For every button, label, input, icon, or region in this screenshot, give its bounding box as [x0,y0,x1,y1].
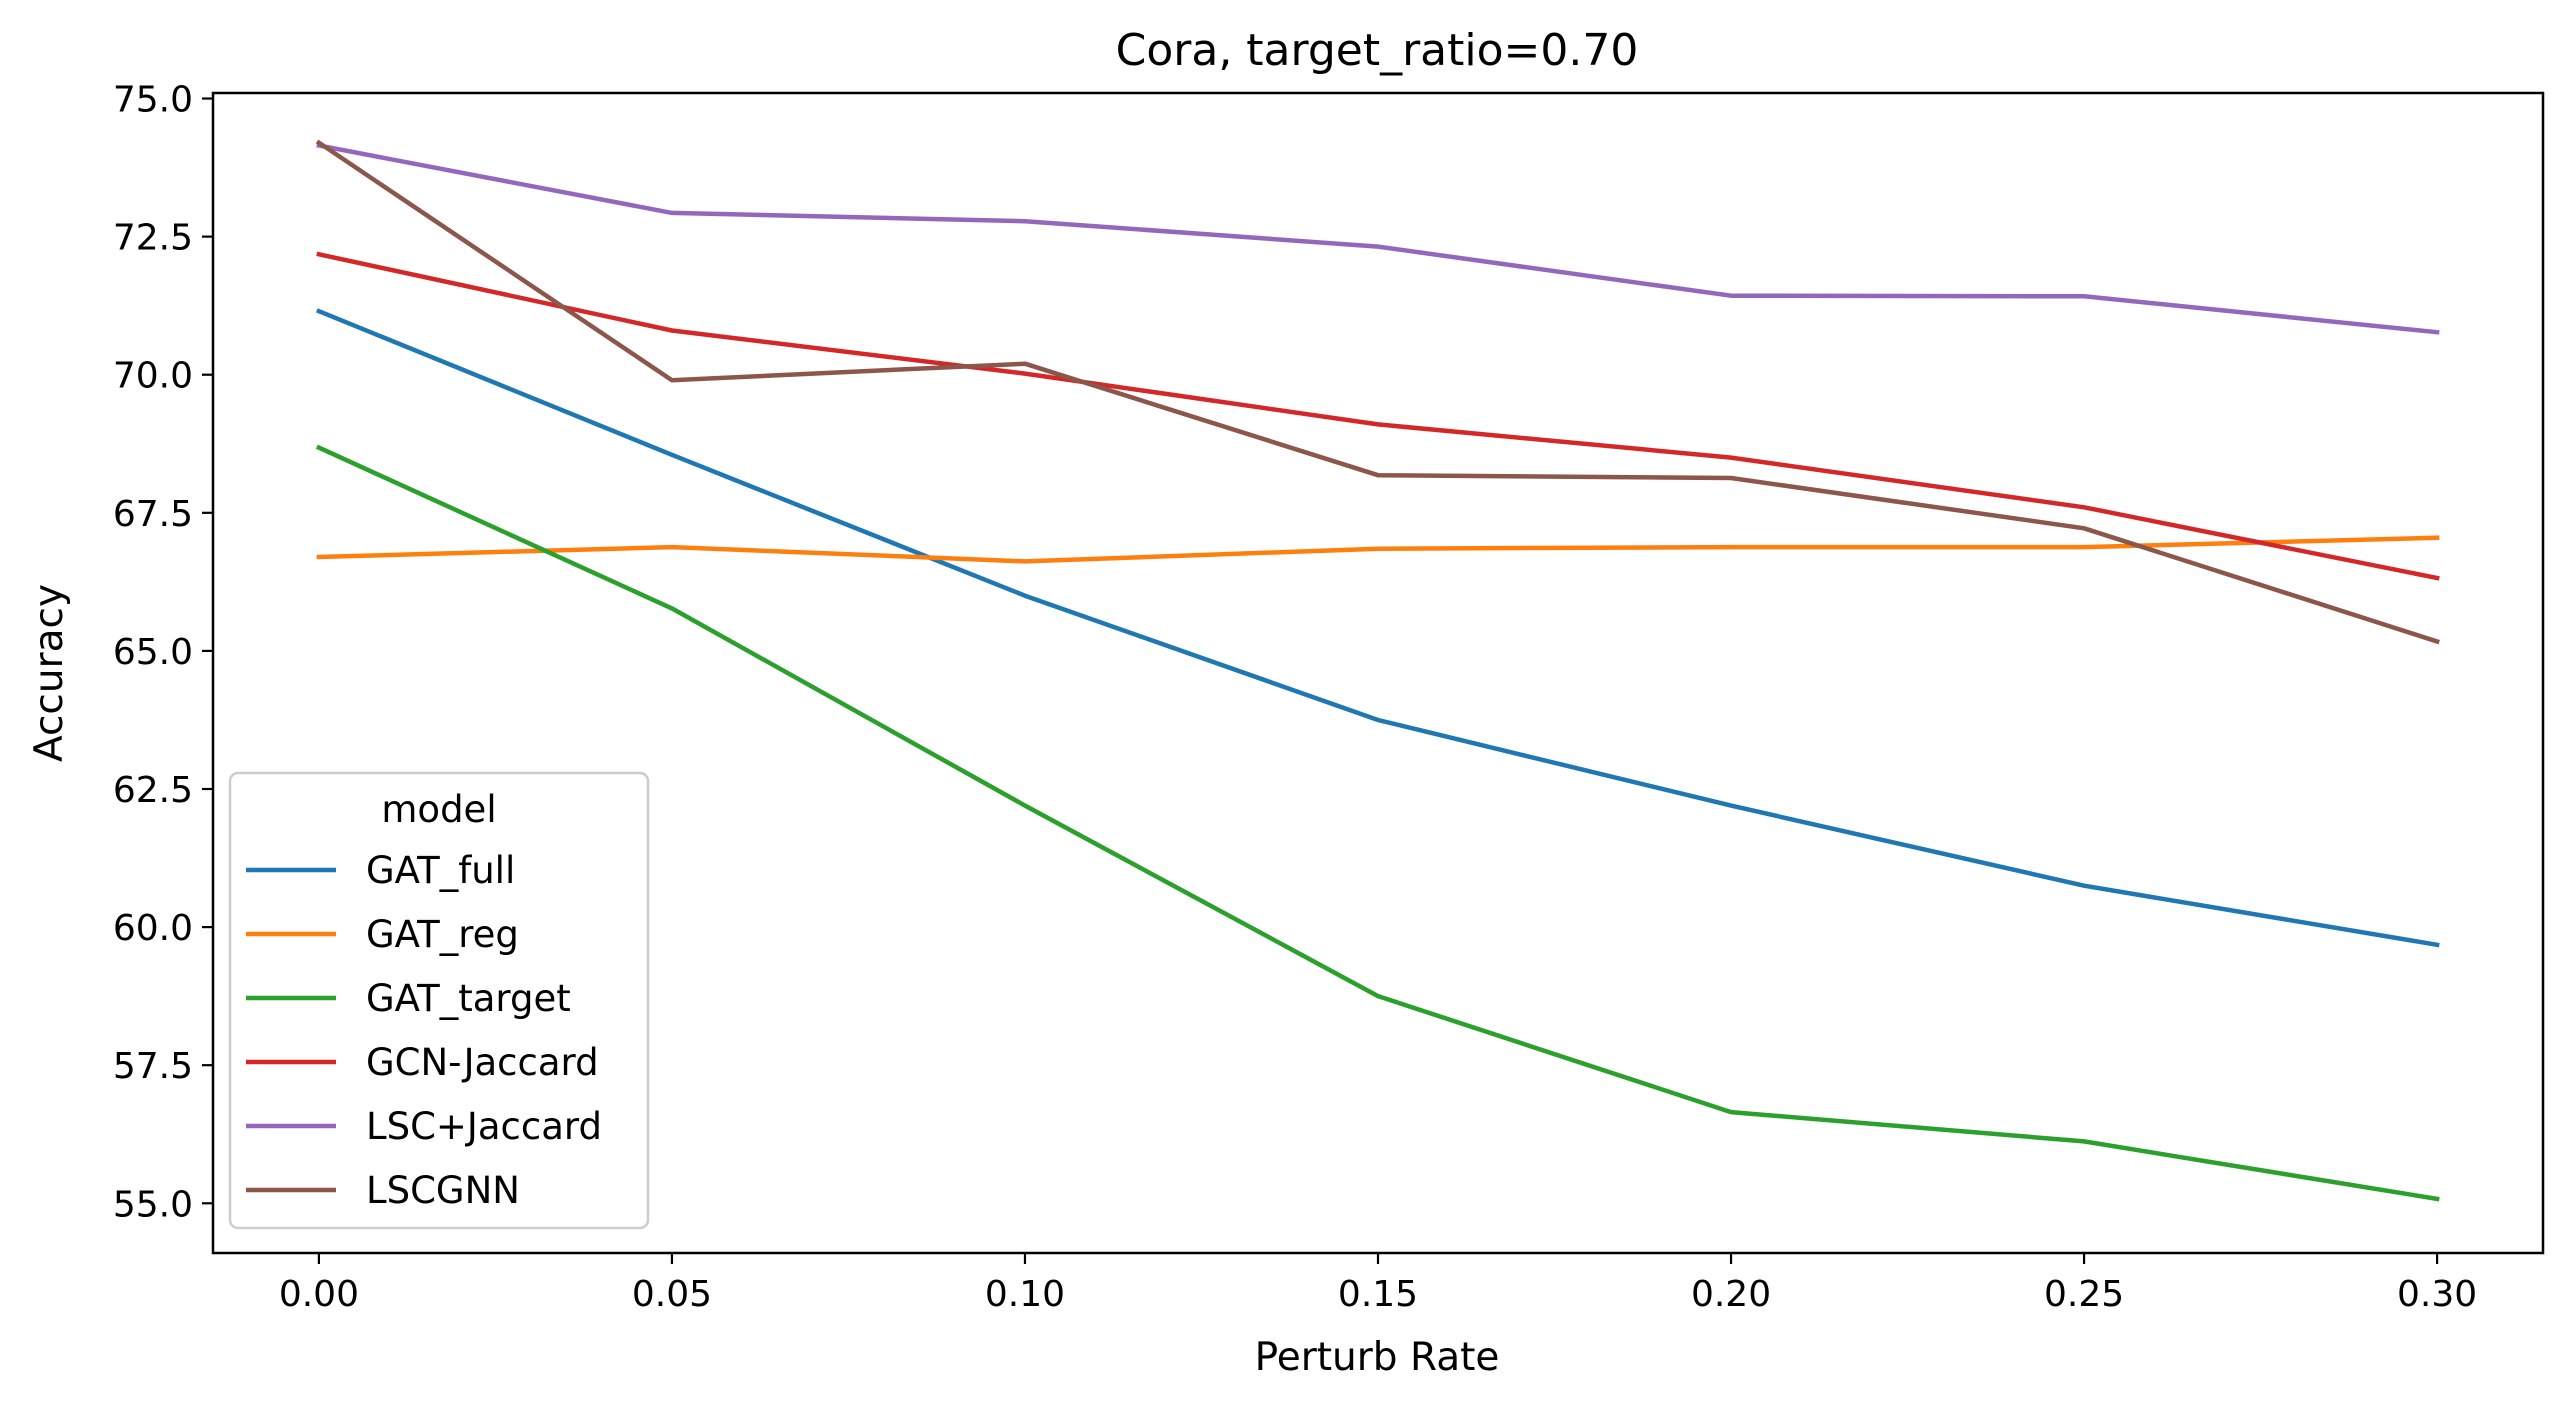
chart-title: Cora, target_ratio=0.70 [1116,25,1639,76]
y-tick-label: 72.5 [113,218,193,259]
y-tick-label: 65.0 [113,632,193,673]
series-line-gcn-jaccard [316,251,2440,581]
y-axis: 55.0 57.5 60.0 62.5 65.0 67.5 70.0 72.5 75.0 [113,80,213,1225]
y-axis-label: Accuracy [27,584,72,762]
x-tick-label: 0.20 [1691,1274,1771,1315]
legend-label: GAT_full [366,849,515,892]
x-tick-label: 0.05 [632,1274,712,1315]
series-line-gat-reg [316,535,2440,564]
legend-box [228,771,650,1230]
legend-label: LSC+Jaccard [366,1105,602,1148]
legend-label: GCN-Jaccard [366,1041,599,1084]
series-line-gat-full [315,308,2440,948]
legend-label: LSCGNN [366,1169,520,1212]
y-tick-label: 67.5 [113,494,193,535]
y-tick-label: 60.0 [113,908,193,949]
y-tick-label: 62.5 [113,770,193,811]
series-line-gat-target [315,444,2440,1202]
y-tick-label: 70.0 [113,356,193,397]
legend-label: GAT_reg [366,913,519,956]
series-layer [315,139,2440,1202]
x-tick-label: 0.30 [2397,1274,2477,1315]
legend-items: GAT_full GAT_reg GAT_target GCN-Jaccard LSC+… [246,849,602,1212]
y-tick-label: 57.5 [113,1046,193,1087]
x-axis-label: Perturb Rate [1255,1335,1500,1380]
y-tick-label: 75.0 [113,80,193,121]
y-tick-label: 55.0 [113,1184,193,1225]
series-line-lscgnn [315,139,2440,645]
series-line-lsc-jaccard [316,142,2440,335]
legend-label: GAT_target [366,977,571,1020]
x-tick-label: 0.00 [279,1274,359,1315]
legend-title: model [381,788,496,831]
legend: model GAT_full GAT_reg GAT_target GCN-Jacca… [228,771,650,1230]
x-tick-label: 0.15 [1338,1274,1418,1315]
x-tick-label: 0.10 [985,1274,1065,1315]
x-axis: 0.00 0.05 0.10 0.15 0.20 0.25 0.30 [279,1253,2477,1315]
x-tick-label: 0.25 [2044,1274,2124,1315]
